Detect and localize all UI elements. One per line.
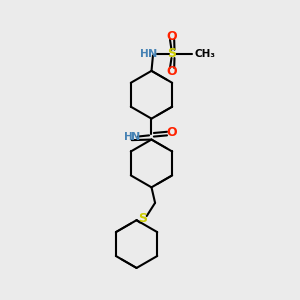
Text: H: H (124, 132, 133, 142)
Text: H: H (140, 49, 149, 59)
Text: CH₃: CH₃ (194, 49, 215, 59)
Text: S: S (138, 212, 147, 225)
Text: N: N (148, 49, 157, 59)
Text: N: N (131, 132, 140, 142)
Text: O: O (167, 30, 177, 43)
Text: S: S (168, 47, 177, 60)
Text: O: O (167, 127, 177, 140)
Text: O: O (167, 65, 177, 78)
